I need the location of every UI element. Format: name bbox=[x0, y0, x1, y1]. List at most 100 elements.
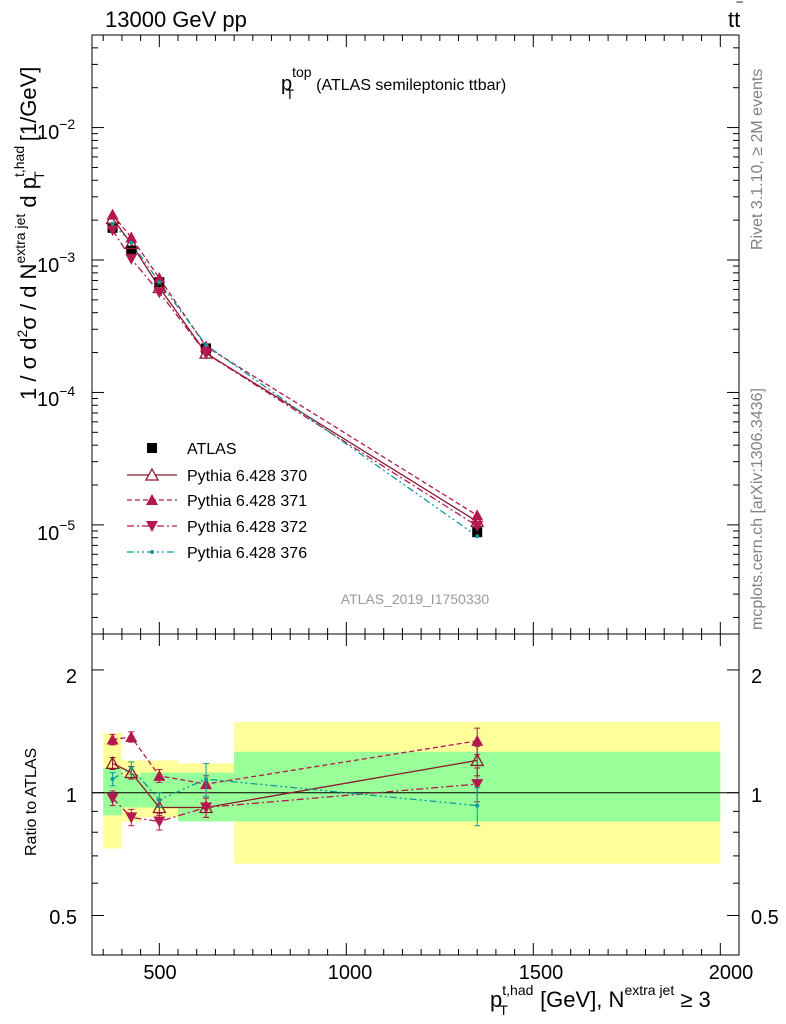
ylabel-part-sub2: T bbox=[31, 171, 47, 180]
ylabel-part-a: 1 / σ d bbox=[16, 338, 41, 401]
data-point-4 bbox=[110, 221, 115, 226]
legend: ATLAS Pythia 6.428 370 Pythia 6.428 371 … bbox=[127, 441, 307, 562]
process-label-bar: ‾ bbox=[736, 1, 743, 18]
x-tick-label: 1500 bbox=[519, 962, 564, 984]
ratio-point-1 bbox=[124, 765, 139, 779]
ylabel-part-sq: 2 bbox=[14, 330, 30, 338]
y-tick-exp: −3 bbox=[59, 249, 75, 265]
y-tick-base: 10 bbox=[37, 523, 59, 545]
ratio-point-3 bbox=[106, 793, 119, 805]
main-y-tick-labels: 10−2 10−3 10−4 10−5 bbox=[37, 116, 75, 545]
data-point-2 bbox=[471, 509, 484, 521]
uncertainty-band-green bbox=[121, 775, 141, 808]
y-tick-label: 10−3 bbox=[37, 249, 75, 277]
ratio-y-tick-right-2: 2 bbox=[751, 666, 762, 688]
ylabel-part-d: [1/GeV] bbox=[16, 67, 41, 148]
data-point-3 bbox=[153, 287, 166, 299]
collision-energy-label: 13000 GeV pp bbox=[105, 7, 247, 32]
series-line-2 bbox=[112, 214, 478, 516]
plot-title-sub: T bbox=[286, 86, 295, 102]
x-tick-label: 500 bbox=[143, 962, 176, 984]
ratio-point-2 bbox=[471, 734, 484, 746]
ylabel-part-sup1: extra jet bbox=[12, 214, 28, 264]
plot-title-main: p bbox=[281, 73, 292, 95]
data-point-2 bbox=[125, 231, 138, 243]
series-line-4 bbox=[112, 223, 478, 537]
xlabel-part-sup2: extra jet bbox=[624, 982, 674, 998]
data-point-1 bbox=[124, 236, 139, 250]
y-tick-label: 10−4 bbox=[37, 383, 75, 411]
data-point-2 bbox=[153, 272, 166, 284]
ratio-y-tick-left-05: 0.5 bbox=[49, 907, 77, 929]
ratio-y-axis-label: Ratio to ATLAS bbox=[23, 748, 40, 856]
ratio-point-1 bbox=[470, 753, 485, 767]
data-point-0 bbox=[472, 527, 483, 538]
y-tick-exp: −2 bbox=[59, 116, 75, 132]
ratio-point-4 bbox=[110, 777, 115, 782]
ratio-point-2 bbox=[153, 769, 166, 781]
ratio-y-tick-right-05: 0.5 bbox=[751, 907, 779, 929]
legend-label: ATLAS bbox=[187, 441, 237, 458]
x-axis-label: pt,had T [GeV], Nextra jet ≥ 3 bbox=[490, 982, 711, 1018]
data-point-4 bbox=[129, 240, 134, 245]
data-point-4 bbox=[204, 343, 209, 348]
legend-label: Pythia 6.428 370 bbox=[187, 468, 307, 485]
plot-title: ptop T (ATLAS semileptonic ttbar) bbox=[281, 64, 506, 102]
legend-label: Pythia 6.428 371 bbox=[187, 493, 307, 510]
x-tick-label: 1000 bbox=[328, 962, 373, 984]
ratio-point-2 bbox=[125, 730, 138, 742]
ratio-y-tick-right-1: 1 bbox=[751, 785, 762, 807]
y-tick-label: 10−2 bbox=[37, 116, 75, 144]
ratio-point-2 bbox=[106, 733, 119, 745]
data-point-3 bbox=[200, 348, 213, 360]
y-tick-exp: −4 bbox=[59, 383, 75, 399]
data-point-3 bbox=[471, 521, 484, 533]
y-tick-exp: −5 bbox=[59, 517, 75, 533]
legend-marker-atlas bbox=[147, 443, 157, 453]
legend-marker-371 bbox=[146, 494, 158, 505]
rivet-version-label: Rivet 3.1.10, ≥ 2M events bbox=[749, 69, 766, 250]
process-label: tt bbox=[728, 7, 740, 32]
data-point-4 bbox=[475, 534, 480, 539]
ylabel-part-sup2: t,had bbox=[11, 146, 27, 177]
y-tick-base: 10 bbox=[37, 122, 59, 144]
plot-title-tail: (ATLAS semileptonic ttbar) bbox=[316, 77, 506, 94]
data-point-4 bbox=[157, 280, 162, 285]
xlabel-part-a: p bbox=[490, 987, 502, 1012]
ratio-point-3 bbox=[125, 812, 138, 824]
data-point-2 bbox=[106, 208, 119, 220]
ratio-plot-frame bbox=[91, 633, 740, 956]
data-point-3 bbox=[125, 253, 138, 265]
legend-marker-376 bbox=[150, 550, 154, 554]
ratio-y-tick-left-1: 1 bbox=[66, 785, 77, 807]
ratio-plot-panel: Ratio to ATLAS 2 1 0.5 2 1 0.5 500 1000 … bbox=[23, 633, 779, 984]
ratio-point-1 bbox=[105, 756, 120, 770]
legend-marker-370 bbox=[144, 467, 160, 481]
ratio-point-4 bbox=[204, 777, 209, 782]
xlabel-part-b: [GeV], N bbox=[534, 987, 624, 1012]
ratio-point-4 bbox=[157, 797, 162, 802]
legend-marker-372 bbox=[146, 521, 158, 532]
ratio-y-tick-left-2: 2 bbox=[66, 666, 77, 688]
analysis-label: ATLAS_2019_I1750330 bbox=[341, 591, 490, 607]
y-tick-label: 10−5 bbox=[37, 517, 75, 545]
legend-label: Pythia 6.428 372 bbox=[187, 519, 307, 536]
ylabel-part-c: d p bbox=[16, 177, 41, 214]
mcplots-label: mcplots.cern.ch [arXiv:1306.3436] bbox=[749, 388, 766, 630]
xlabel-part-sup1: t,had bbox=[502, 982, 533, 998]
xlabel-part-c: ≥ 3 bbox=[674, 987, 711, 1012]
main-plot-panel: ptop T (ATLAS semileptonic ttbar) ATLAS_20… bbox=[11, 34, 740, 635]
ratio-point-3 bbox=[471, 779, 484, 791]
ratio-point-3 bbox=[200, 802, 213, 814]
data-point-0 bbox=[126, 245, 137, 256]
ratio-point-4 bbox=[475, 803, 480, 808]
y-tick-base: 10 bbox=[37, 389, 59, 411]
x-tick-label: 2000 bbox=[709, 962, 754, 984]
xlabel-part-sub1: T bbox=[499, 1002, 508, 1018]
main-y-axis-label: 1 / σ d2σ / d Nextra jet d pt,had T [1/Ge… bbox=[11, 67, 47, 400]
ratio-point-4 bbox=[129, 765, 134, 770]
ratio-point-3 bbox=[153, 816, 166, 828]
data-point-3 bbox=[106, 225, 119, 237]
plot-title-sup: top bbox=[292, 64, 312, 80]
legend-label: Pythia 6.428 376 bbox=[187, 545, 307, 562]
